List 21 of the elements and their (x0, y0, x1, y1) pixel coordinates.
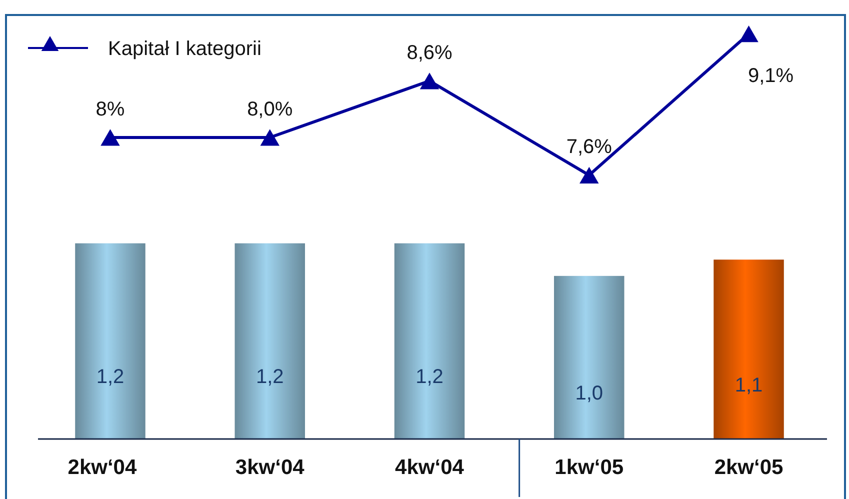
data-label: 8% (96, 98, 125, 120)
point (580, 166, 599, 184)
x-tick-label: 2kw‘04 (68, 456, 137, 479)
data-label: 8,6% (406, 42, 453, 64)
data-label: 1,1 (734, 374, 763, 396)
data-label: 9,1% (748, 64, 794, 87)
x-tick-label: 4kw‘04 (395, 456, 464, 479)
data-label: 8,0% (247, 98, 293, 120)
data-label: 1,2 (256, 366, 284, 388)
x-tick-label: 2kw‘05 (714, 456, 784, 479)
legend-label: Kapitał I kategorii (108, 38, 262, 60)
point (100, 129, 120, 146)
data-label: 1,2 (96, 366, 124, 388)
point (260, 129, 280, 146)
data-label: 1,0 (575, 382, 604, 404)
data-label: 7,6% (566, 136, 612, 158)
point (420, 72, 440, 90)
x-tick-label: 1kw‘05 (554, 456, 624, 479)
x-tick-label: 3kw‘04 (235, 456, 305, 479)
data-label: 1,2 (416, 366, 444, 388)
point (739, 26, 758, 42)
